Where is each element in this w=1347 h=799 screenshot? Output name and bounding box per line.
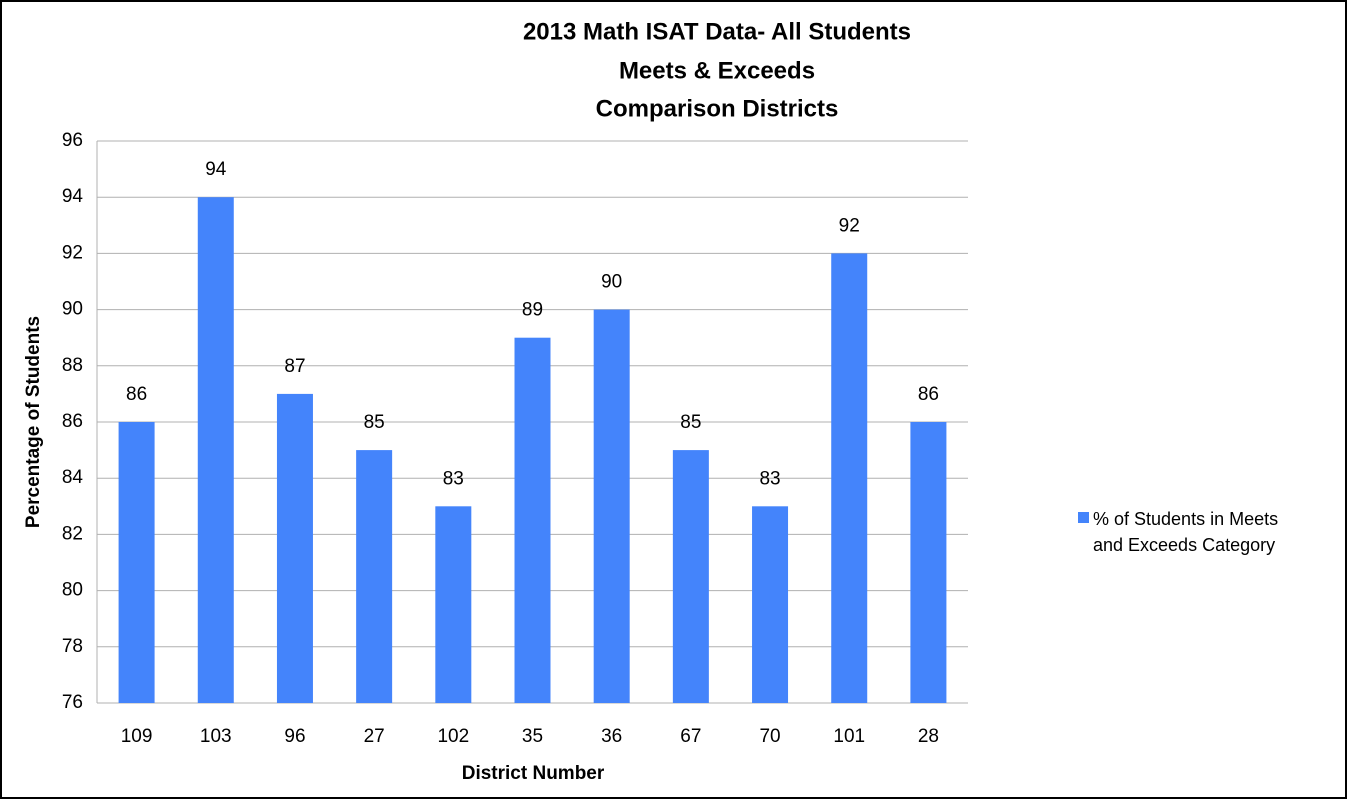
data-label: 94 (205, 159, 227, 180)
y-tick-label: 88 (62, 355, 83, 376)
y-tick-label: 76 (62, 692, 83, 713)
data-label: 86 (126, 384, 147, 405)
data-label: 83 (759, 468, 780, 489)
y-tick-label: 78 (62, 636, 83, 657)
y-axis-title: Percentage of Students (23, 316, 44, 528)
bar (752, 506, 789, 703)
chart-title: Comparison Districts (596, 95, 839, 122)
bar (276, 393, 313, 703)
bar (672, 450, 709, 703)
x-tick-label: 27 (364, 726, 385, 747)
bar (197, 197, 234, 703)
data-label: 87 (284, 356, 305, 377)
legend-label: % of Students in Meets and Exceeds Categ… (1093, 509, 1279, 555)
bar (435, 506, 472, 703)
x-tick-label: 35 (522, 726, 543, 747)
x-tick-label: 28 (918, 726, 939, 747)
x-tick-label: 102 (437, 726, 469, 747)
y-tick-label: 86 (62, 411, 83, 432)
x-tick-label: 96 (284, 726, 305, 747)
y-tick-label: 82 (62, 523, 83, 544)
chart-title: 2013 Math ISAT Data- All Students (523, 18, 911, 45)
x-tick-label: 103 (200, 726, 232, 747)
data-label: 92 (839, 215, 860, 236)
x-tick-label: 70 (759, 726, 780, 747)
bar (593, 309, 630, 703)
bar (910, 422, 947, 703)
y-tick-label: 92 (62, 242, 83, 263)
x-tick-label: 67 (680, 726, 701, 747)
y-tick-label: 90 (62, 299, 83, 320)
bar (831, 253, 868, 703)
x-tick-label: 101 (833, 726, 865, 747)
legend-swatch (1078, 512, 1089, 523)
bar (514, 337, 551, 703)
data-label: 86 (918, 384, 939, 405)
x-tick-label: 36 (601, 726, 622, 747)
data-label: 83 (443, 468, 464, 489)
data-label: 85 (364, 412, 385, 433)
y-tick-label: 96 (62, 130, 83, 151)
data-label: 85 (680, 412, 701, 433)
data-label: 89 (522, 300, 543, 321)
x-axis-title: District Number (462, 763, 605, 784)
data-label: 90 (601, 272, 622, 293)
x-tick-label: 109 (121, 726, 153, 747)
bar (356, 450, 393, 703)
chart-title: Meets & Exceeds (619, 57, 815, 84)
bar (118, 422, 155, 703)
y-tick-label: 94 (62, 186, 84, 207)
y-tick-label: 80 (62, 580, 83, 601)
y-tick-label: 84 (62, 467, 84, 488)
legend: % of Students in Meets and Exceeds Categ… (1078, 506, 1303, 558)
